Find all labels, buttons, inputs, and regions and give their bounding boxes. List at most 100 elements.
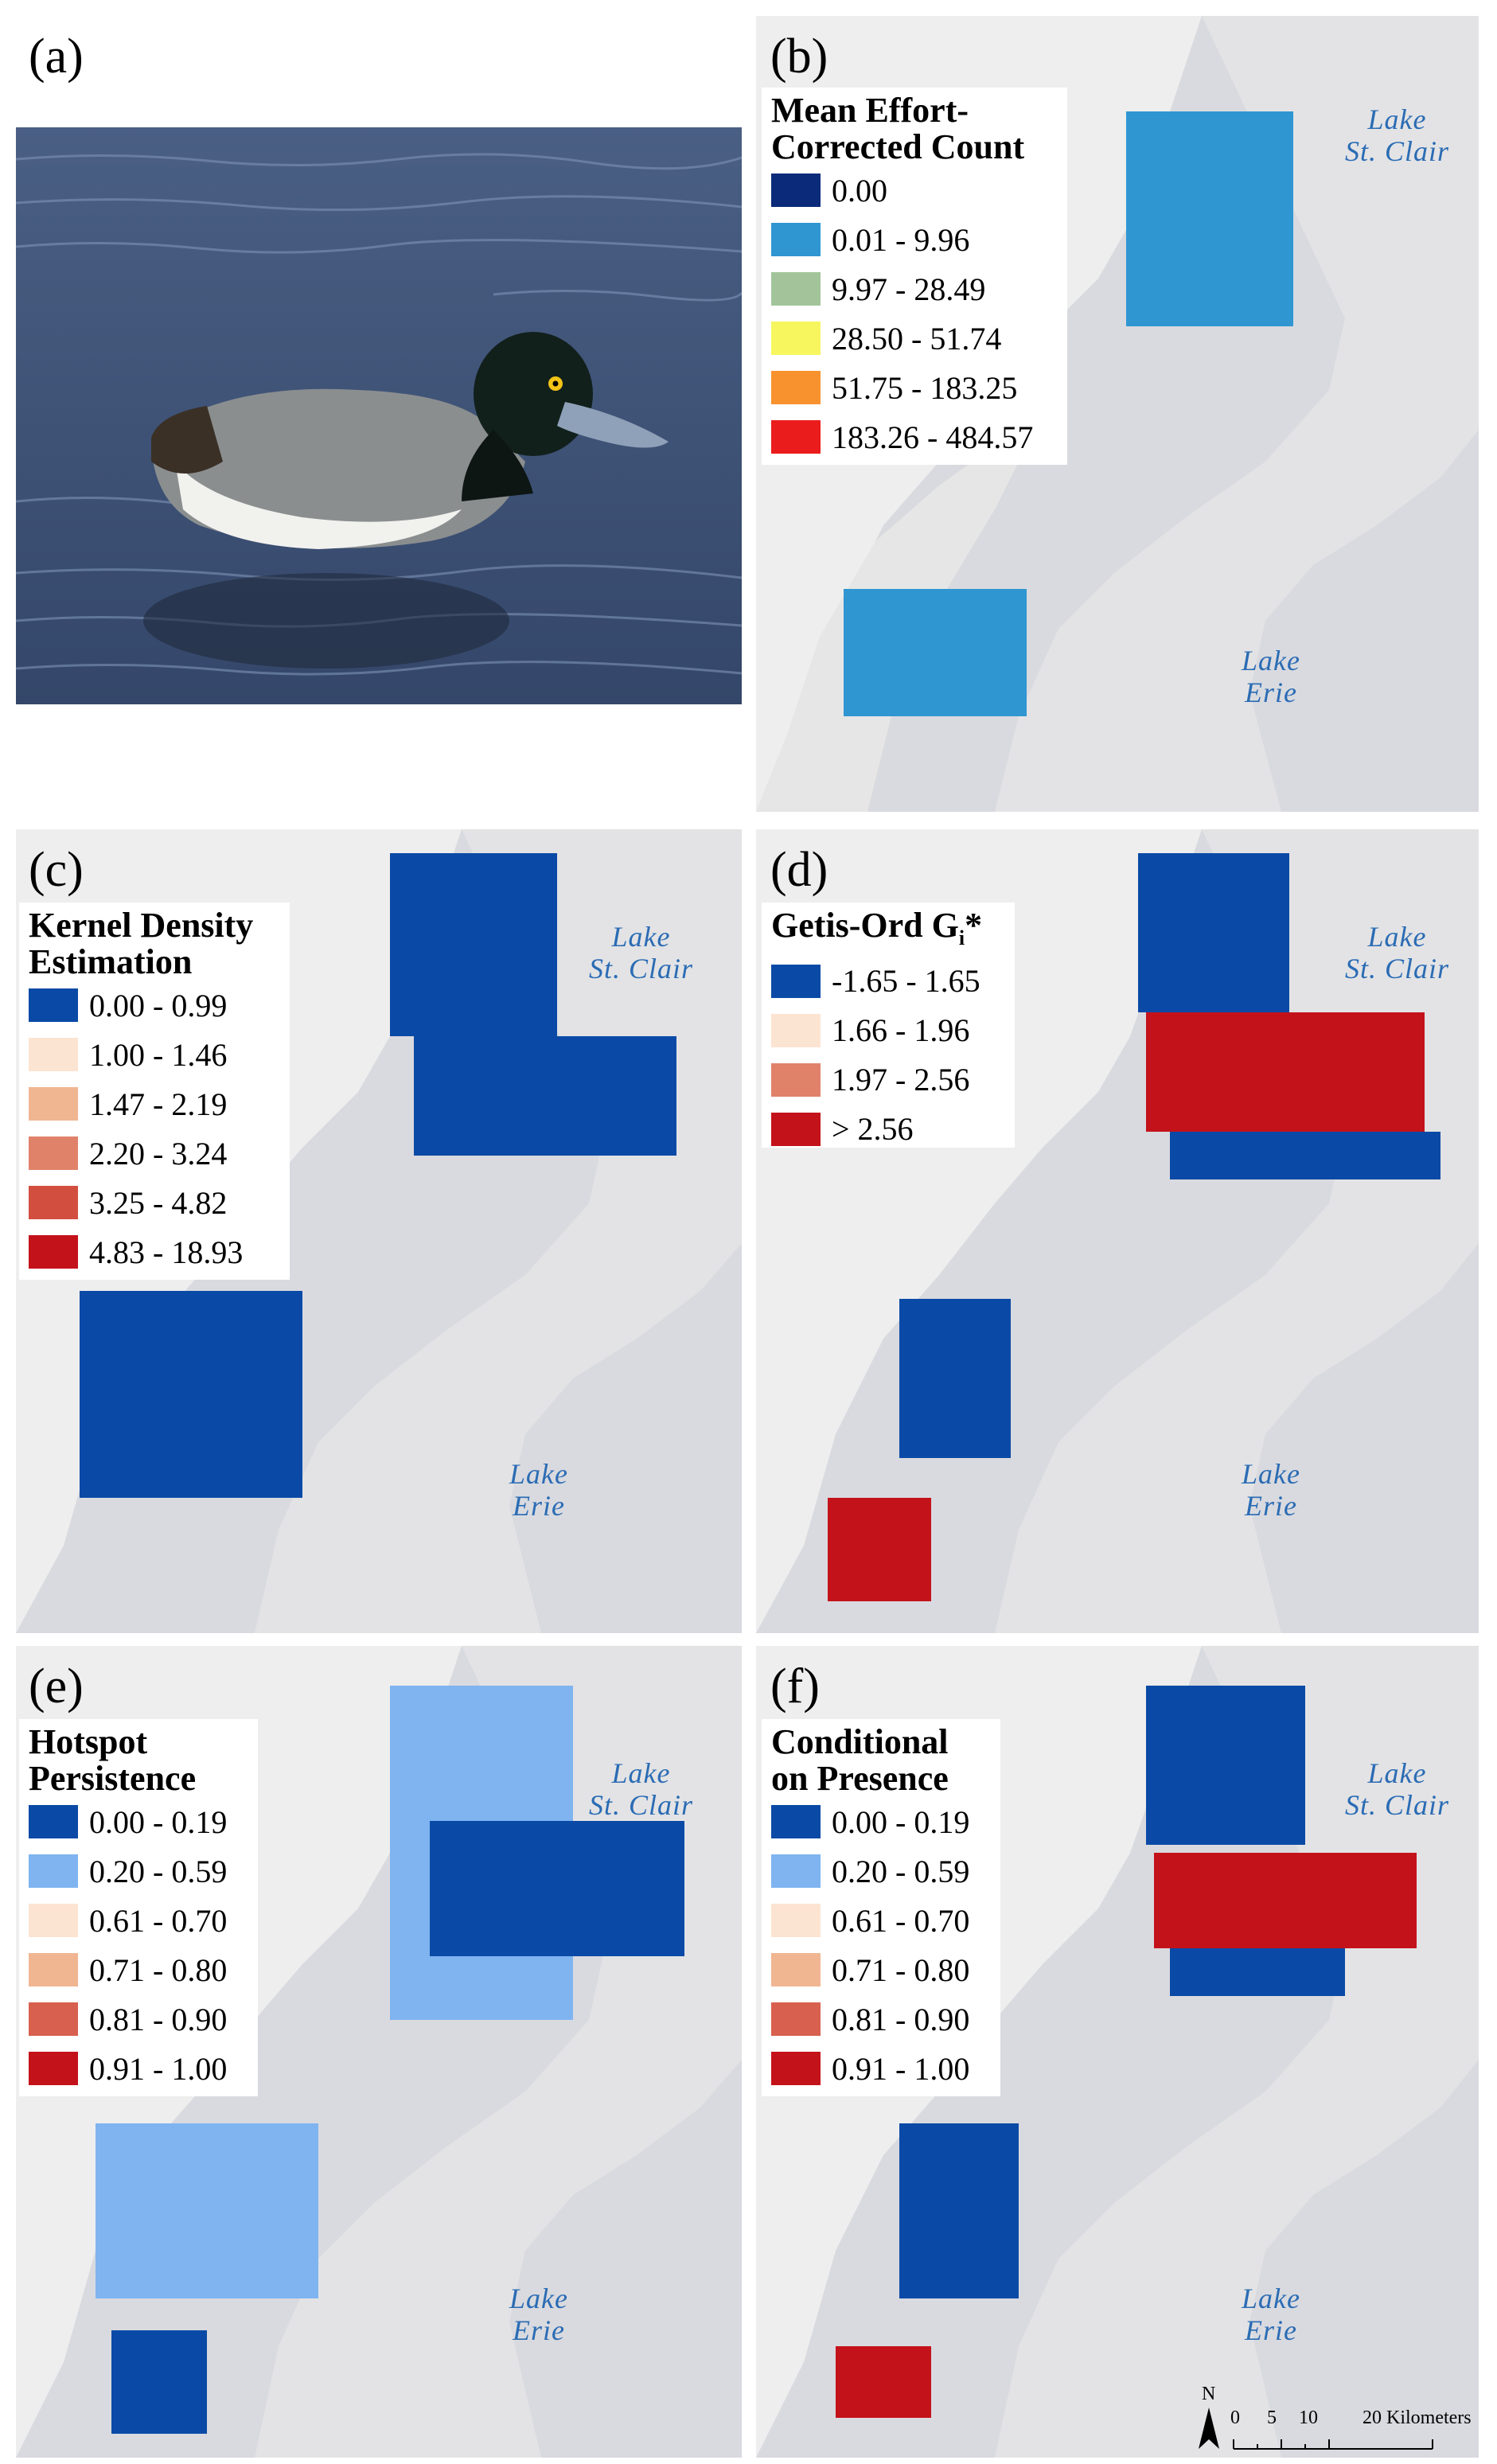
legend-e-item: 0.20 - 0.59 [29,1846,247,1896]
north-arrow-icon [1199,2407,1219,2449]
legend-c-label: 1.47 - 2.19 [89,1086,228,1122]
lake-st-clair-label-f: Lake St. Clair [1345,1757,1450,1821]
legend-e-swatch [29,2002,78,2036]
legend-b-item: 51.75 - 183.25 [771,363,1056,412]
lake-erie-label-c: Lake Erie [509,1458,568,1522]
legend-f-item: 0.61 - 0.70 [771,1896,989,1945]
legend-c-swatch [29,988,78,1022]
lake-erie-label-d: Lake Erie [1242,1458,1300,1522]
panel-label-b: (b) [770,29,828,84]
legend-e-swatch [29,2052,78,2085]
lake-st-clair-label-b: Lake St. Clair [1345,103,1450,167]
panel-label-f: (f) [770,1659,820,1713]
panel-label-c: (c) [29,843,84,897]
legend-f-item: 0.81 - 0.90 [771,1994,989,2044]
panel-label-a: (a) [29,29,84,84]
legend-c-title-line1: Kernel Density [29,906,254,945]
scale-bar-graphic [1233,2439,1433,2450]
legend-e-label: 0.81 - 0.90 [89,2001,228,2037]
duck-illustration [16,127,742,704]
legend-e-title-line1: Hotspot [29,1722,148,1761]
legend-c-label: 0.00 - 0.99 [89,987,228,1023]
legend-b: Mean Effort- Corrected Count 0.00 0.01 - … [762,88,1067,465]
legend-f-swatch [771,2002,821,2036]
scalebar: N 0 5 10 20 Kilometers [1194,2384,1488,2455]
legend-b-swatch [771,420,821,454]
legend-b-item: 183.26 - 484.57 [771,412,1056,462]
legend-b-swatch [771,371,821,404]
legend-b-item: 9.97 - 28.49 [771,264,1056,314]
legend-c-item: 3.25 - 4.82 [29,1178,279,1227]
map-e-basemap [16,1646,742,2458]
legend-e-item: 0.71 - 0.80 [29,1945,247,1994]
legend-f-item: 0.20 - 0.59 [771,1846,989,1896]
legend-e-swatch [29,1854,78,1888]
legend-c-label: 4.83 - 18.93 [89,1234,244,1270]
legend-c-item: 4.83 - 18.93 [29,1227,279,1277]
legend-b-item: 0.00 [771,166,1056,215]
legend-e-item: 0.00 - 0.19 [29,1797,247,1846]
legend-f-label: 0.00 - 0.19 [832,1803,970,1840]
legend-f-label: 0.71 - 0.80 [832,1951,970,1988]
map-panel-f: Lake St. Clair Lake Erie [756,1646,1479,2458]
legend-b-swatch [771,322,821,355]
legend-f-swatch [771,1953,821,1986]
legend-e-item: 0.81 - 0.90 [29,1994,247,2044]
legend-d-label: 1.66 - 1.96 [832,1012,970,1049]
legend-e-label: 0.91 - 1.00 [89,2050,228,2087]
lake-erie-label-b: Lake Erie [1242,645,1300,708]
legend-e-label: 0.71 - 0.80 [89,1951,228,1988]
legend-f-item: 0.00 - 0.19 [771,1797,989,1846]
north-label: N [1202,2384,1216,2404]
legend-e-swatch [29,1953,78,1986]
legend-d-label: > 2.56 [832,1111,914,1148]
legend-d-swatch [771,1112,821,1146]
legend-c-swatch [29,1087,78,1121]
panel-label-e: (e) [29,1659,84,1713]
panel-label-d: (d) [770,843,828,897]
legend-b-item: 28.50 - 51.74 [771,314,1056,363]
legend-c-item: 1.00 - 1.46 [29,1030,279,1079]
legend-c-swatch [29,1136,78,1170]
legend-b-label: 51.75 - 183.25 [832,369,1018,406]
legend-f-label: 0.91 - 1.00 [832,2050,970,2087]
legend-c-swatch [29,1235,78,1269]
legend-b-swatch [771,173,821,207]
legend-c-item: 2.20 - 3.24 [29,1129,279,1178]
scale-tick-20: 20 Kilometers [1363,2407,1472,2428]
legend-f: Conditional on Presence 0.00 - 0.19 0.20 … [762,1719,1000,2096]
legend-e: Hotspot Persistence 0.00 - 0.19 0.20 - 0.… [19,1719,258,2096]
legend-f-swatch [771,1805,821,1838]
legend-c-label: 2.20 - 3.24 [89,1135,228,1172]
legend-e-label: 0.00 - 0.19 [89,1803,228,1840]
legend-c-swatch [29,1186,78,1219]
legend-f-swatch [771,2052,821,2085]
legend-d-item: 1.66 - 1.96 [771,1006,1004,1055]
legend-c-label: 1.00 - 1.46 [89,1036,228,1073]
scale-tick-5: 5 [1267,2407,1277,2428]
lake-st-clair-label-c: Lake St. Clair [589,921,694,984]
legend-d-label: 1.97 - 2.56 [832,1062,970,1098]
legend-b-label: 183.26 - 484.57 [832,419,1034,455]
legend-b-item: 0.01 - 9.96 [771,215,1056,264]
legend-d-title: Getis-Ord Gi* [771,906,983,949]
legend-b-label: 0.01 - 9.96 [832,221,970,258]
legend-d-item: 1.97 - 2.56 [771,1055,1004,1105]
legend-e-label: 0.61 - 0.70 [89,1902,228,1939]
legend-f-item: 0.71 - 0.80 [771,1945,989,1994]
legend-d-item: > 2.56 [771,1105,1004,1154]
scale-tick-0: 0 [1230,2407,1240,2428]
legend-d-swatch [771,964,821,998]
legend-d-swatch [771,1062,821,1097]
legend-b-label: 9.97 - 28.49 [832,271,986,307]
legend-e-swatch [29,1904,78,1937]
scaup-duck-photo [16,127,742,704]
legend-f-title-line2: on Presence [771,1759,949,1798]
legend-d: Getis-Ord Gi* -1.65 - 1.65 1.66 - 1.96 1.9… [762,903,1015,1148]
legend-e-title-line2: Persistence [29,1759,197,1798]
scale-tick-10: 10 [1299,2407,1318,2428]
lake-st-clair-label-e: Lake St. Clair [589,1757,694,1821]
legend-b-label: 0.00 [832,172,887,209]
lake-erie-label-e: Lake Erie [509,2283,568,2346]
legend-b-label: 28.50 - 51.74 [832,320,1002,357]
